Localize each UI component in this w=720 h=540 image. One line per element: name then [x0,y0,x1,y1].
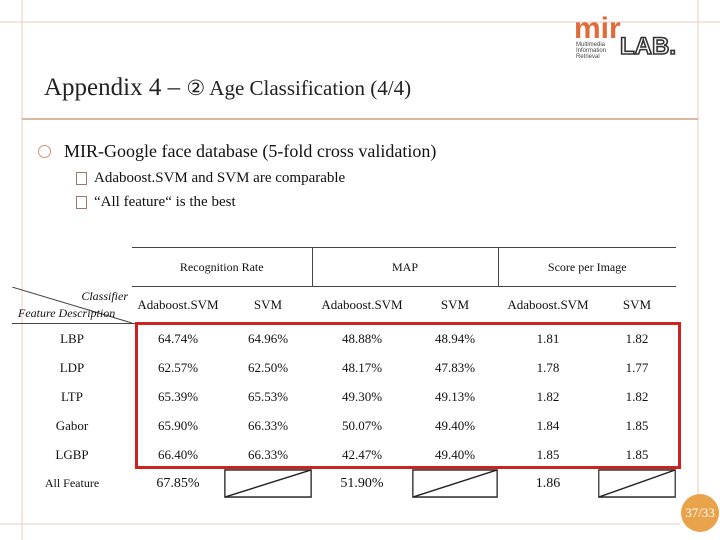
table-cell: 51.90% [340,475,384,491]
feature-label: All Feature [44,476,100,490]
table-cell: 49.30% [341,388,383,404]
table-cell: 64.74% [157,330,199,346]
empty-diagonal-cell [224,469,312,498]
table-cell: 66.40% [157,446,199,462]
logo-small-1: Multimedia [576,42,606,48]
col-header: Adaboost.SVM [498,286,598,324]
col-header: SVM [412,286,498,324]
title-divider [22,118,698,120]
group-header-row: Recognition Rate MAP Score per Image [12,247,676,287]
bullet-rest: (5-fold cross validation) [257,141,437,161]
table-cell: 47.83% [434,359,476,375]
table-cell: 1.86 [535,475,561,491]
table-cell: 1.85 [625,417,649,433]
feature-label: LGBP [55,446,89,462]
logo-small-2: Information [576,48,606,54]
feature-label: LDP [59,359,85,375]
table-cell: 66.33% [247,417,289,433]
table-row: Gabor 65.90% 66.33% 50.07% 49.40% 1.84 1… [12,411,676,440]
mir-lab-logo: mir Multimedia LAB. Information Retrieval [572,8,678,61]
table-cell: 1.85 [536,446,560,462]
table-cell: 65.53% [247,388,289,404]
corner-classifier: Classifier [81,288,128,303]
table-cell: 48.94% [434,330,476,346]
col-header: Adaboost.SVM [312,286,412,324]
empty-diagonal-cell [412,469,498,498]
group-map: MAP [311,247,499,287]
table-cell: 1.85 [625,446,649,462]
table-row-all-feature: All Feature 67.85% 51.90% 1.86 [12,469,676,498]
table-row: LGBP 66.40% 66.33% 42.47% 49.40% 1.85 1.… [12,440,676,469]
table-cell: 66.33% [247,446,289,462]
svg-text:LAB.: LAB. [620,33,676,60]
table-cell: 1.84 [536,417,560,433]
title-subtitle: ② Age Classification (4/4) [186,76,412,100]
table-cell: 50.07% [341,417,383,433]
table-cell: 48.88% [341,330,383,346]
results-table: Recognition Rate MAP Score per Image Cla… [12,247,676,498]
square-bullet-icon [76,172,87,185]
feature-label: LBP [60,330,84,346]
table-row: LTP 65.39% 65.53% 49.30% 49.13% 1.82 1.8… [12,382,676,411]
logo-small-3: Retrieval [576,54,600,60]
group-recognition-rate: Recognition Rate [132,247,312,287]
col-header: SVM [598,286,676,324]
title-main: Appendix 4 – [44,74,187,101]
corner-cell: Classifier Feature Description [12,286,132,324]
group-score-per-image: Score per Image [498,247,676,287]
table-cell: 49.40% [434,417,476,433]
table-cell: 1.81 [536,330,560,346]
table-cell: 64.96% [247,330,289,346]
table-cell: 1.82 [625,330,649,346]
table-row: LDP 62.57% 62.50% 48.17% 47.83% 1.78 1.7… [12,353,676,382]
sub-bullet-text: Adaboost.SVM and SVM are comparable [94,170,346,186]
table-cell: 1.77 [625,359,649,375]
feature-label: Gabor [55,417,89,433]
circle-bullet-icon [38,145,51,158]
page-number-badge: 37/33 [681,494,719,532]
col-header: SVM [224,286,312,324]
table-cell: 62.50% [247,359,289,375]
table-cell: 49.13% [434,388,476,404]
page-title: Appendix 4 – ② Age Classification (4/4) [44,74,411,102]
table-cell: 1.82 [625,388,649,404]
table-cell: 42.47% [341,446,383,462]
table-cell: 65.90% [157,417,199,433]
table-cell: 67.85% [156,475,200,491]
table-cell: 65.39% [157,388,199,404]
svg-text:mir: mir [574,12,621,45]
table-row: LBP 64.74% 64.96% 48.88% 48.94% 1.81 1.8… [12,324,676,354]
table-cell: 1.78 [536,359,560,375]
empty-diagonal-cell [598,469,676,498]
table-cell: 62.57% [157,359,199,375]
square-bullet-icon [76,196,87,209]
sub-header-row: Classifier Feature Description Adaboost.… [12,286,676,324]
table-cell: 1.82 [536,388,560,404]
sub-bullet-text: “All feature“ is the best [94,194,236,210]
table-cell: 48.17% [341,359,383,375]
feature-label: LTP [61,388,83,404]
corner-feature: Feature Description [18,305,116,320]
table-cell: 49.40% [434,446,476,462]
bullet-bold: MIR-Google face database [64,141,258,161]
col-header: Adaboost.SVM [132,286,224,324]
